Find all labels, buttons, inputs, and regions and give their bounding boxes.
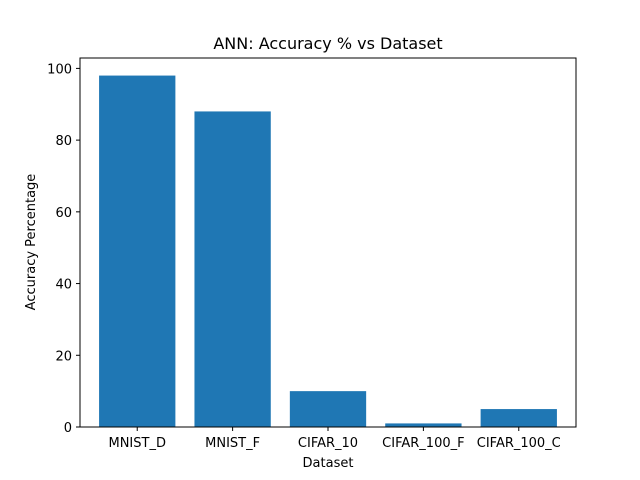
bars-group xyxy=(99,75,557,428)
y-tick-label: 80 xyxy=(55,134,72,149)
bar-mnist-f xyxy=(194,111,271,427)
y-tick-label: 60 xyxy=(55,206,72,221)
y-tick-label: 40 xyxy=(55,278,72,293)
x-tick-label: CIFAR_100_C xyxy=(477,436,561,451)
x-axis: MNIST_D MNIST_F CIFAR_10 CIFAR_100_F CIFAR_1… xyxy=(108,427,561,451)
bar-cifar-10 xyxy=(289,391,367,427)
x-axis-title: Dataset xyxy=(303,456,354,471)
bar-mnist-d xyxy=(99,75,176,428)
chart-title: ANN: Accuracy % vs Dataset xyxy=(213,34,442,53)
x-tick-label: MNIST_D xyxy=(108,436,165,451)
bar-cifar-100-f xyxy=(385,423,462,427)
y-axis: 0 20 40 60 80 100 xyxy=(47,62,80,436)
x-tick-label: CIFAR_100_F xyxy=(382,436,464,451)
x-tick-label: MNIST_F xyxy=(205,436,260,451)
y-tick-label: 20 xyxy=(55,349,72,364)
bar-cifar-100-c xyxy=(480,409,557,427)
y-tick-label: 0 xyxy=(64,421,72,436)
x-tick-label: CIFAR_10 xyxy=(298,436,358,451)
y-tick-label: 100 xyxy=(47,62,72,77)
y-axis-title: Accuracy Percentage xyxy=(24,174,39,311)
